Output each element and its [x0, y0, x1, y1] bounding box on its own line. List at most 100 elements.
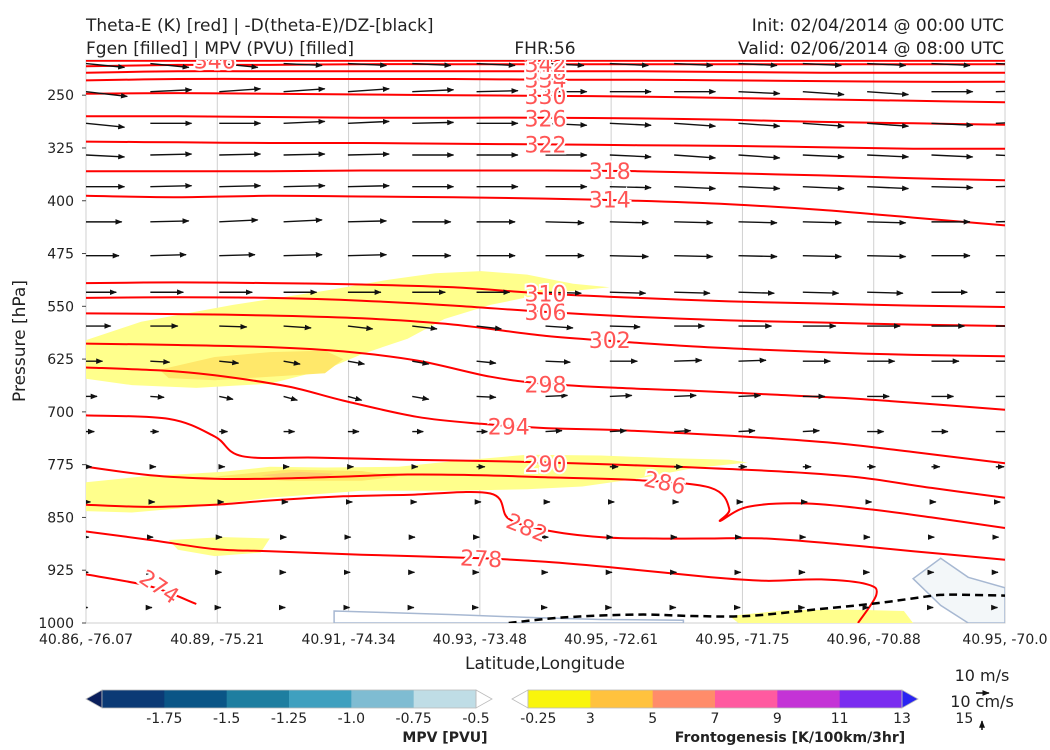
wind-vector: [86, 153, 126, 160]
mpv-colorbar-tick-label: -0.75: [396, 711, 432, 727]
wind-vector: [150, 151, 193, 157]
wind-vector: [609, 392, 633, 399]
y-tick-label: 550: [47, 299, 74, 315]
gridlines: [86, 60, 1005, 623]
wind-vector: [150, 359, 171, 365]
mpv-colorbar-frame: [101, 689, 477, 709]
mpv-colorbar-swatch: [226, 690, 290, 708]
y-tick-label: 475: [47, 247, 74, 263]
contour-label: 314: [587, 186, 633, 215]
forecast-hour: FHR:56: [514, 39, 575, 59]
theta-e-contours: [86, 60, 1005, 623]
contour-label-text: 322: [525, 133, 567, 158]
y-tick-label: 700: [47, 405, 74, 421]
wind-vector: [219, 183, 262, 189]
mpv-colorbar-label: MPV [PVU]: [402, 730, 487, 746]
x-tick-label: 40.96, -70.88: [827, 632, 921, 648]
wind-vector: [219, 86, 262, 93]
mpv-colorbar-swatch: [351, 690, 415, 708]
mpv-colorbar-swatch: [413, 690, 477, 708]
wind-vector: [674, 392, 697, 399]
contour-label: 278: [457, 544, 504, 575]
fgen-colorbar-tick-label: 7: [711, 711, 720, 727]
wind-vector: [995, 220, 1005, 223]
theta-e-contour-286: [86, 465, 1005, 529]
wind-vector: [283, 360, 301, 366]
contour-label: 306: [523, 299, 569, 328]
wind-vector: [283, 395, 299, 402]
wind-vector: [347, 86, 390, 93]
wind-vector: [347, 218, 388, 224]
theta-e-contour-318: [86, 169, 1005, 182]
y-tick-label: 250: [47, 88, 74, 104]
contour-label: 334: [523, 67, 569, 96]
fgen-region: [159, 350, 344, 381]
wind-vectors: [86, 62, 1005, 611]
theta-e-contour-314: [86, 194, 1005, 227]
wind-vector: [150, 87, 193, 93]
wind-vector: [219, 323, 248, 330]
wind-vector: [219, 252, 256, 258]
y-tick-label: 775: [47, 458, 74, 474]
wind-vector: [283, 252, 323, 258]
wind-vector: [931, 153, 974, 160]
vector-key: 10 m/s 10 cm/s: [950, 666, 1014, 730]
mpv-colorbar-swatch: [289, 690, 352, 708]
wind-vector: [219, 217, 259, 224]
wind-vector: [545, 219, 585, 226]
fgen-colorbar-tick-label: 13: [893, 711, 911, 727]
wind-vector: [476, 62, 516, 68]
wind-vector: [802, 428, 821, 434]
contour-label: 318: [587, 158, 633, 187]
fgen-colorbar-swatch: [652, 690, 716, 708]
contour-label-text: 342: [525, 53, 567, 78]
mpv-region: [911, 557, 1005, 623]
wind-vector: [412, 62, 452, 68]
wind-vector: [476, 325, 503, 331]
mpv-colorbar-extend-high: [475, 689, 493, 709]
wind-vector: [867, 62, 907, 68]
contour-label-text: 278: [459, 546, 502, 573]
fgen-colorbar-extend-low: [511, 689, 529, 709]
contour-label: 326: [523, 105, 569, 134]
fgen-colorbar-tick-label: 11: [831, 711, 849, 727]
contour-label: 290: [523, 451, 569, 480]
wind-vector: [545, 122, 588, 128]
contour-label: 338: [523, 60, 569, 87]
wind-vector: [802, 122, 845, 129]
x-tick-label: 40.95, -70.0: [962, 632, 1047, 648]
mpv-colorbar-tick-label: -0.25: [520, 711, 556, 727]
mpv-region: [333, 610, 685, 623]
wind-vector: [738, 428, 756, 434]
contour-label-text: 318: [589, 160, 631, 185]
wind-vector: [150, 183, 193, 189]
wind-vector: [674, 253, 714, 260]
wind-vector: [738, 357, 767, 364]
contour-label: 346: [192, 60, 238, 77]
wind-vector: [674, 290, 711, 296]
wind-vector: [995, 62, 1005, 65]
mpv-colorbar-tick-label: -1.25: [271, 711, 307, 727]
wind-vector: [347, 360, 366, 366]
wind-vector: [412, 360, 430, 366]
wind-vector: [802, 62, 843, 68]
wind-vector: [802, 219, 843, 226]
x-tick-label: 40.93, -73.48: [433, 632, 527, 648]
contour-label-text: 290: [525, 453, 567, 478]
theta-e-contour-298: [86, 342, 1005, 411]
wind-vector: [545, 428, 563, 434]
wind-vector: [219, 151, 262, 157]
wind-vector: [738, 290, 775, 296]
wind-vector: [609, 122, 652, 128]
contour-label: 342: [523, 53, 569, 80]
wind-vector: [867, 290, 904, 296]
wind-vector: [931, 62, 971, 68]
y-tick-label: 1000: [38, 616, 74, 632]
y-tick-label: 850: [47, 510, 74, 526]
wind-vector: [545, 62, 585, 68]
wind-vector: [86, 90, 128, 99]
title-left-line-2: Fgen [filled] | MPV (PVU) [filled]: [86, 39, 354, 59]
wind-vector: [802, 290, 840, 296]
wind-vector: [674, 357, 703, 364]
wind-vector: [545, 392, 569, 399]
